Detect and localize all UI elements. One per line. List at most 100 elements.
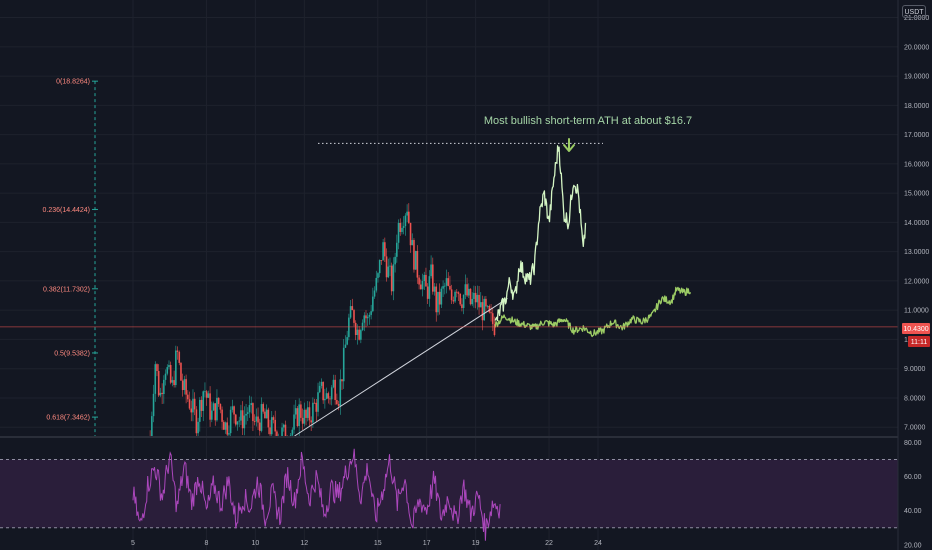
candle-body [416,250,419,278]
candle-body [289,435,292,436]
candle-body [349,306,352,318]
candle-body [384,242,386,257]
candle-body [181,380,184,391]
candle-body [293,414,295,430]
candle-body [233,406,235,415]
currency-label[interactable]: USDT [902,5,926,18]
candle-body [318,385,321,393]
candle-body [161,392,163,395]
candle-body [332,379,335,388]
candle-body [445,278,448,286]
ath-annotation[interactable]: Most bullish short-term ATH at about $16… [484,115,692,127]
candle-body [265,409,268,419]
rsi-band [0,458,898,529]
candle-body [250,403,253,406]
candle-body [264,411,266,419]
time-tick-label: 15 [374,540,382,547]
candle-body [455,291,458,293]
candle-body [192,398,194,413]
candle-body [418,277,420,285]
candle-body [282,424,285,428]
candle-body [306,407,309,418]
candle-body [382,242,384,261]
candle-body [173,380,175,386]
candle-body [339,379,342,406]
candle-body [159,392,162,396]
candle-body [238,420,241,422]
candle-body [385,256,388,278]
price-tick-label: 18.0000 [904,103,929,110]
candle-body [432,264,434,292]
price-tick-label: 17.0000 [904,132,929,139]
candle-body [257,416,259,423]
candle-body [205,391,208,398]
candle-body [188,399,191,409]
candle-body [267,409,270,428]
time-tick-label: 8 [204,540,208,547]
candle-body [246,412,249,414]
ath-marker [0,138,898,328]
candle-body [310,420,312,423]
candle-body [430,264,432,277]
candle-body [389,265,391,267]
candle-body [426,286,429,299]
candle-body [479,302,482,308]
candle-body [401,227,403,232]
current-price-value: 10.4300 [903,326,928,333]
candle-body [428,276,431,299]
candle-body [485,298,487,307]
candle-body [457,292,460,294]
candle-body [437,291,439,313]
price-tick-label: 15.0000 [904,191,929,198]
candle-body [341,379,343,382]
candle-body [236,421,239,425]
time-tick-label: 17 [423,540,431,547]
trendline[interactable] [294,298,508,437]
rsi-tick-label: 20.00 [904,542,922,549]
candle-body [300,404,302,418]
candle-body [348,317,350,338]
candle-body [245,413,247,416]
candle-body [180,362,182,381]
candle-body [212,403,215,411]
candle-body [252,403,254,421]
candle-body [421,280,424,290]
candle-body [462,294,465,308]
candle-body [202,391,205,411]
candle-body [466,284,468,296]
candle-body [190,408,193,413]
candle-body [327,393,330,399]
price-tick-label: 13.0000 [904,249,929,256]
candle-body [308,407,311,421]
time-axis[interactable]: 5 8 10 12 15 17 19 22 24 [131,540,602,547]
fibonacci-retracement[interactable]: 0(18.8264) 0.236(14.4424) 0.382(11.7302) 0.… [43,79,98,436]
candle-body [284,424,287,436]
candle-body [390,265,393,292]
candle-body [440,288,443,305]
candle-body [228,433,230,435]
candle-body [438,291,441,305]
fib-level-label: 0.382(11.7302) [43,286,90,293]
rsi-line [132,448,501,541]
candle-body [423,274,426,281]
candle-body [209,393,211,420]
candle-body [490,312,492,314]
candle-body [361,322,364,331]
projection-bullish-path [494,145,587,322]
candle-body [325,393,328,399]
candle-body [408,211,410,223]
candle-body [351,306,354,311]
candle-body [234,414,237,425]
candle-body [467,288,470,296]
candle-body [226,422,229,435]
candle-body [449,285,451,290]
candle-body [433,286,436,292]
candle-body [342,347,345,382]
candle-body [157,370,160,396]
candle-body [413,240,415,270]
candle-body [346,337,348,345]
rsi-tick-label: 40.00 [904,508,922,515]
candle-body [312,402,314,423]
rsi-axis[interactable]: 80.00 60.00 40.00 20.00 [904,440,922,549]
